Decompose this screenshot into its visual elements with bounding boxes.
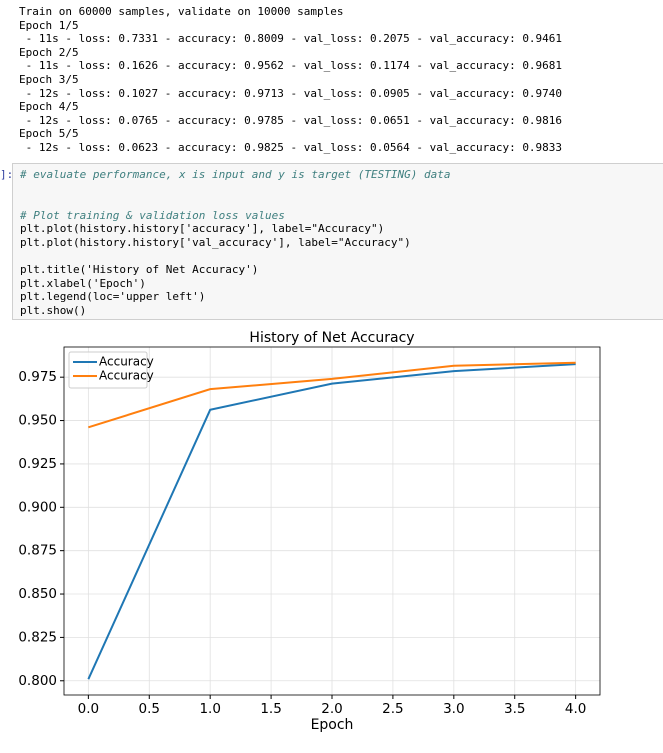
code-line: plt.plot(history.history['accuracy'], la…: [20, 222, 385, 236]
line: [87, 363, 576, 680]
code-block: plt.title('History of Net Accuracy') plt.…: [20, 263, 450, 317]
y-tick-label: 0.850: [18, 586, 57, 602]
cell-prompt: ]:: [0, 168, 14, 181]
x-tick-label: 1.5: [260, 701, 281, 717]
code-line: # evaluate performance, x is input and y…: [20, 168, 451, 181]
output-line: Train on 60000 samples, validate on 1000…: [19, 5, 344, 18]
code-cell[interactable]: # evaluate performance, x is input and y…: [12, 163, 663, 320]
y-tick-label: 0.900: [18, 499, 57, 515]
y-tick-label: 0.800: [18, 673, 57, 689]
legend-label: Accuracy: [99, 355, 154, 369]
legend-label: Accuracy: [99, 369, 154, 383]
output-line: Epoch 3/5: [19, 72, 79, 86]
cell-output: Train on 60000 samples, validate on 1000…: [19, 5, 562, 155]
output-line: - 12s - loss: 0.1027 - accuracy: 0.9713 …: [19, 86, 563, 100]
code: # evaluate performance, x is input and y…: [20, 168, 450, 331]
output-line: - 12s - loss: 0.0765 - accuracy: 0.9785 …: [19, 113, 563, 127]
x-tick-label: 2.0: [321, 701, 342, 717]
code-line: plt.show(): [20, 303, 87, 317]
code-line: # Plot training & validation loss values: [20, 208, 285, 222]
code-line: plt.xlabel('Epoch'): [20, 276, 146, 290]
x-tick-label: 3.0: [443, 701, 464, 717]
output-line: Epoch 5/5: [19, 127, 79, 141]
x-tick-label: 2.5: [382, 701, 403, 717]
code-line: plt.legend(loc='upper left'): [20, 290, 206, 304]
x-tick-label: 4.0: [565, 701, 586, 717]
y-tick-label: 0.825: [18, 629, 57, 645]
line: [88, 361, 576, 429]
x-tick-label: 0.5: [139, 701, 160, 717]
x-tick-label: 0.0: [78, 701, 99, 717]
output-line: - 11s - loss: 0.7331 - accuracy: 0.8009 …: [19, 32, 563, 46]
output-line: Epoch 1/5: [19, 18, 79, 32]
y-tick-label: 0.925: [18, 456, 57, 472]
output-line: Epoch 4/5: [19, 100, 79, 114]
x-axis-label: Epoch: [311, 717, 354, 733]
y-tick-label: 0.950: [18, 413, 57, 429]
code-block: # evaluate performance, x is input and y…: [20, 168, 450, 182]
chart-title: History of Net Accuracy: [249, 330, 414, 346]
code-block: # Plot training & validation loss values…: [20, 209, 450, 250]
code-line: plt.title('History of Net Accuracy'): [20, 263, 259, 277]
y-tick-label: 0.875: [18, 543, 57, 559]
output-line: Epoch 2/5: [19, 45, 79, 59]
x-tick-label: 1.0: [199, 701, 220, 717]
output-line: - 11s - loss: 0.1626 - accuracy: 0.9562 …: [19, 59, 563, 73]
x-tick-label: 3.5: [504, 701, 525, 717]
code-line: plt.plot(history.history['val_accuracy']…: [20, 235, 411, 249]
plot-frame: [63, 346, 601, 696]
output-line: - 12s - loss: 0.0623 - accuracy: 0.9825 …: [19, 140, 563, 154]
chart: History of Net Accuracy Epoch 0.800 0.825…: [18, 330, 601, 733]
y-tick-label: 0.975: [18, 369, 57, 385]
